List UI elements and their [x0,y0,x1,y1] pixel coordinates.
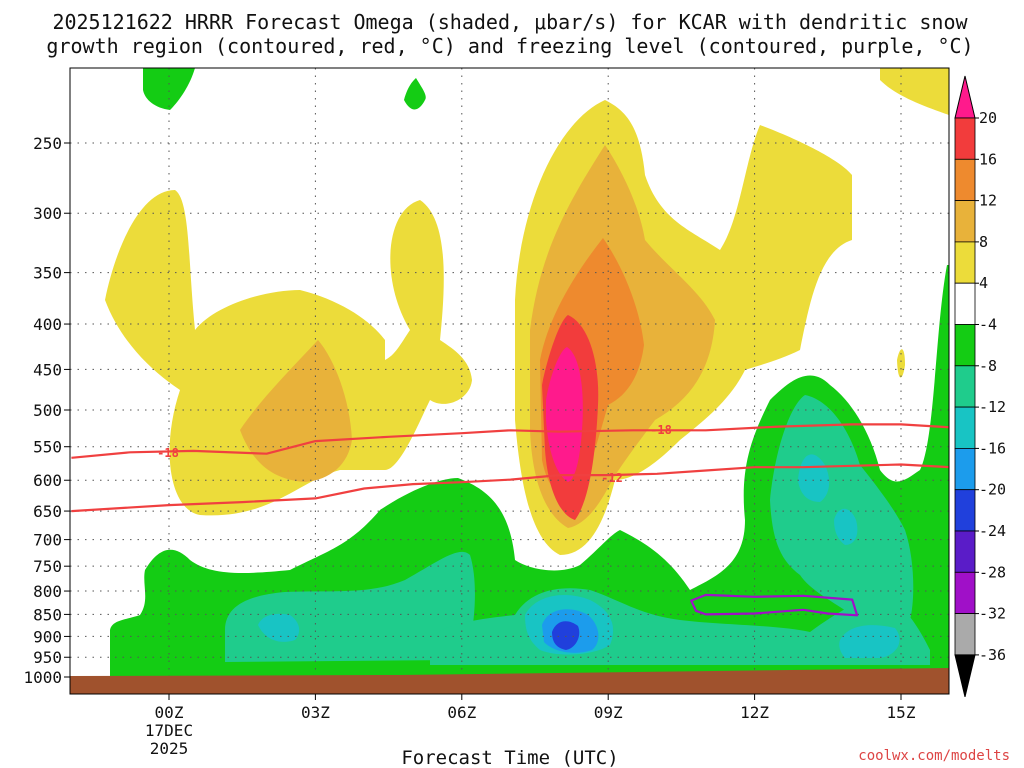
x-tick-label-03Z: 03Z [301,703,330,722]
omega-region-cyan-left [258,613,300,642]
colorbar-swatch-10 [954,489,976,532]
x-date-line2: 2025 [150,739,189,758]
colorbar-label-8: -16 [979,439,1006,457]
colorbar-label-2: 12 [979,192,997,210]
x-tick-label-12Z: 12Z [740,703,769,722]
y-tick-label-750: 750 [33,557,62,576]
y-tick-label-650: 650 [33,502,62,521]
plot-frame [69,67,950,695]
terrain-ground [70,668,949,694]
colorbar-label-7: -12 [979,398,1006,416]
colorbar-label-5: -4 [979,316,997,334]
x-tick-label-09Z: 09Z [594,703,623,722]
colorbar-swatch-2 [954,158,976,202]
colorbar-swatch-8 [954,406,976,449]
chart-title-line2: growth region (contoured, red, °C) and f… [46,34,973,58]
colorbar-swatch-5 [954,282,976,325]
omega-region-green-low [110,265,949,694]
colorbar-swatch-13 [954,613,976,656]
omega-region-darkblue [552,621,580,650]
y-tick-label-400: 400 [33,315,62,334]
y-tick-label-700: 700 [33,531,62,550]
y-tick-label-850: 850 [33,605,62,624]
y-tick-label-550: 550 [33,438,62,457]
y-tick-label-800: 800 [33,582,62,601]
y-tick-label-300: 300 [33,204,62,223]
x-tick-label-00Z: 00Z [155,703,184,722]
x-date-line1: 17DEC [145,721,193,740]
chart-title-line1: 2025121622 HRRR Forecast Omega (shaded, … [52,10,968,34]
colorbar-swatch-12 [954,571,976,614]
colorbar-label-12: -32 [979,605,1006,623]
contour-line-0 [71,423,949,459]
omega-region-yellow-left [105,190,472,516]
colorbar-swatch-6 [954,324,976,367]
omega-region-teal-right [770,395,914,620]
y-tick-label-950: 950 [33,648,62,667]
colorbar-swatch-11 [954,530,976,573]
colorbar-label-11: -28 [979,563,1006,581]
colorbar-swatch-1 [954,117,976,160]
omega-region-magenta [546,347,583,482]
colorbar-label-1: 16 [979,150,997,168]
contour-lines [71,423,949,617]
colorbar-label-3: 8 [979,233,988,251]
y-tick-label-500: 500 [33,401,62,420]
colorbar-label-10: -24 [979,522,1006,540]
colorbar-label-0: 20 [979,109,997,127]
credit-text: coolwx.com/modelts [858,748,1010,764]
y-axis: 250 300 350 400 450 500 550 600 650 700 750 800 850 9… [23,134,70,687]
x-tick-label-15Z: 15Z [887,703,916,722]
colorbar-label-13: -36 [979,646,1006,664]
y-tick-label-900: 900 [33,627,62,646]
colorbar-swatch-9 [954,447,976,491]
colorbar-label-4: 4 [979,274,988,292]
omega-region-green-top-small [404,78,426,110]
x-tick-label-06Z: 06Z [447,703,476,722]
contour-line-1 [71,463,949,513]
colorbar-top-arrow [954,75,976,119]
colorbar-swatch-4 [954,241,976,284]
omega-region-yellow-sliver [897,349,905,378]
x-axis: 00Z 03Z 06Z 09Z 12Z 15Z [155,694,916,722]
x-axis-title: Forecast Time (UTC) [401,747,618,768]
colorbar-label-6: -8 [979,357,997,375]
contour-labels-group: -18 -18 -12 [157,423,672,485]
colorbar-label-9: -20 [979,481,1006,499]
omega-region-yellow-right [880,68,949,115]
colorbar: 20 16 12 8 4 -4 -8 -12 -16 -20 -24 -28 -32 -36 [954,75,1006,698]
y-tick-label-1000: 1000 [23,668,62,687]
y-tick-label-250: 250 [33,134,62,153]
contour-label-minus18-right: -18 [650,423,672,437]
colorbar-bottom-arrow [954,654,976,698]
y-tick-label-450: 450 [33,360,62,379]
contour-line-2 [690,593,859,617]
omega-region-cyan-right2 [834,508,858,545]
y-tick-label-350: 350 [33,264,62,283]
colorbar-swatch-7 [954,365,976,408]
contour-label-minus12: -12 [601,471,623,485]
omega-region-cyan-right3 [839,625,900,658]
colorbar-swatch-3 [954,200,976,243]
omega-region-green-top-left [143,68,195,110]
omega-region-orange-left [240,340,352,482]
contour-label-minus18-left: -18 [157,446,179,460]
y-tick-label-600: 600 [33,471,62,490]
